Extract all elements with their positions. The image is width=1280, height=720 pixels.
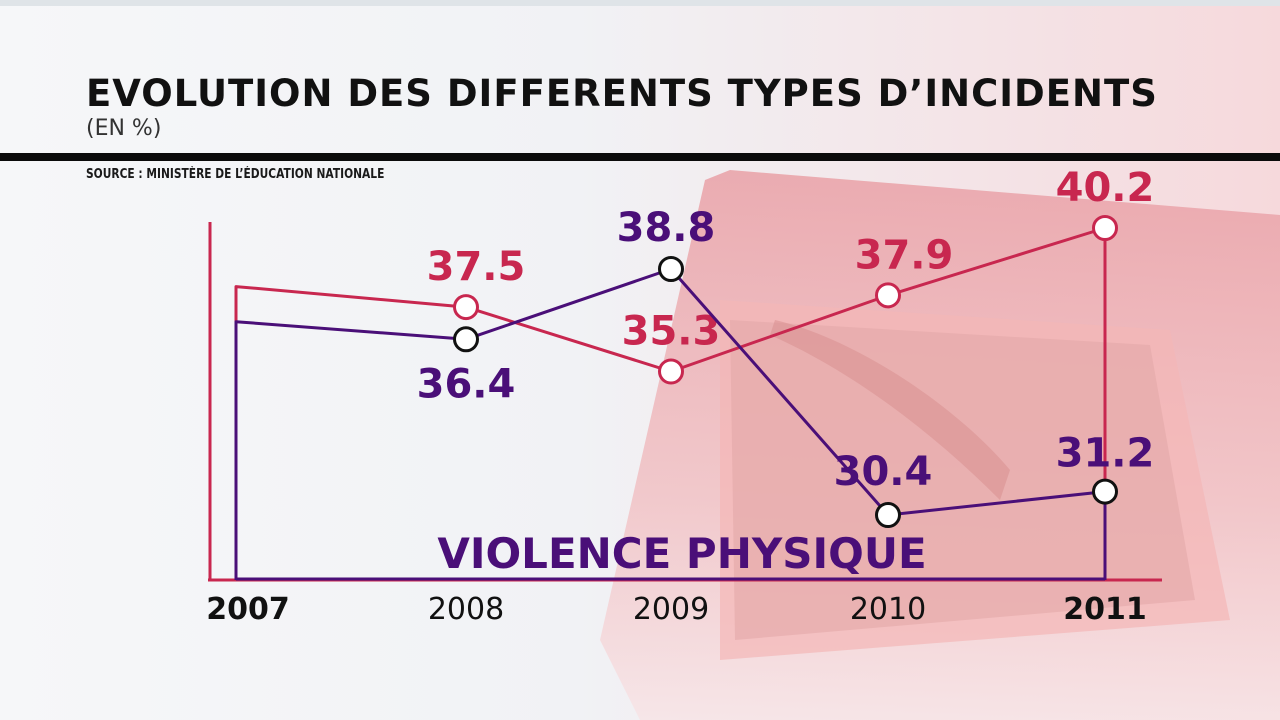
data-point: [1092, 215, 1118, 241]
data-label: 40.2: [1056, 165, 1155, 211]
data-point: [453, 326, 479, 353]
x-tick-label: 2011: [1063, 592, 1147, 627]
chart-unit: (EN %): [86, 116, 162, 141]
series-red: 37.5 35.3 37.9 40.2: [234, 165, 1155, 580]
chart-title: EVOLUTION DES DIFFERENTS TYPES D’INCIDEN…: [86, 72, 1158, 115]
source-note: SOURCE : MINISTÈRE DE L’ÉDUCATION NATION…: [86, 167, 385, 182]
x-tick-label: 2007: [206, 592, 290, 627]
x-tick-label: 2010: [850, 592, 926, 627]
knife-shape: [770, 320, 1010, 500]
book-inner-panel: [730, 320, 1195, 640]
series-name-label: VIOLENCE PHYSIQUE: [437, 529, 926, 578]
data-point: [875, 282, 901, 309]
data-point: [658, 358, 684, 385]
x-tick-label: 2008: [428, 592, 504, 627]
data-label: 38.8: [617, 205, 716, 251]
data-label: 37.5: [427, 244, 526, 290]
data-label: 31.2: [1056, 431, 1155, 477]
data-label: 36.4: [417, 361, 516, 407]
data-point: [875, 502, 901, 528]
data-label: 35.3: [622, 309, 721, 355]
data-label: 30.4: [834, 449, 933, 495]
series-violence-physique: 36.4 38.8 30.4 31.2: [234, 205, 1155, 581]
title-divider: [0, 153, 1280, 161]
data-label: 37.9: [855, 232, 954, 278]
x-tick-label: 2009: [633, 592, 709, 627]
data-point: [1092, 478, 1118, 505]
data-point: [453, 294, 479, 321]
data-point: [658, 256, 684, 282]
